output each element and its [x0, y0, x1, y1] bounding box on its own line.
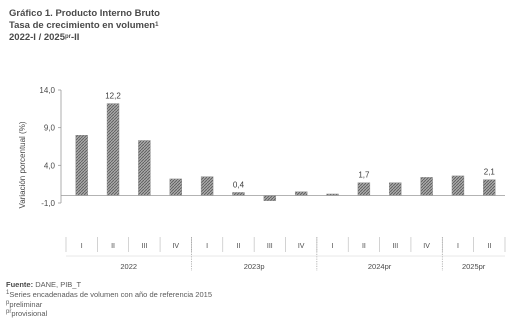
x-tick-label: I — [332, 243, 334, 250]
x-tick-label: IV — [172, 243, 179, 250]
bar — [483, 179, 496, 196]
x-tick-label: IV — [423, 243, 430, 250]
x-tick-label: I — [81, 243, 83, 250]
y-tick-label: 14,0 — [39, 86, 55, 95]
bar — [263, 195, 277, 201]
bar — [75, 134, 88, 196]
bar — [420, 177, 433, 196]
footnote-series: 1Series encadenadas de volumen con año d… — [6, 289, 212, 299]
y-tick-label: 4,0 — [44, 161, 56, 170]
x-tick-label: IV — [298, 243, 305, 250]
x-group-label: 2025pr — [462, 262, 486, 271]
y-tick-label: -1,0 — [41, 199, 55, 208]
bar — [200, 176, 214, 196]
chart-title-block: Gráfico 1. Producto Interno Bruto Tasa d… — [9, 8, 160, 44]
bar — [106, 103, 120, 196]
x-tick-label: II — [362, 243, 366, 250]
chart-subtitle: Tasa de crecimiento en volumen1 — [9, 20, 159, 31]
data-label: 1,7 — [358, 171, 370, 180]
bar — [138, 140, 151, 196]
x-tick-label: II — [237, 243, 241, 250]
x-tick-label: II — [487, 243, 491, 250]
chart-period: 2022-I / 2025pr-II — [9, 32, 80, 43]
x-tick-label: III — [267, 243, 273, 250]
footnote-provisional: prprovisional — [6, 309, 48, 319]
bar — [169, 178, 182, 196]
y-tick-label: 9,0 — [44, 124, 56, 133]
x-group-label: 2023p — [244, 262, 265, 271]
x-tick-label: II — [111, 243, 115, 250]
x-tick-label: III — [141, 243, 147, 250]
subtitle-footnote-mark: 1 — [155, 22, 159, 28]
source-note: Fuente: DANE, PIB_T — [6, 280, 82, 289]
x-tick-label: III — [392, 243, 398, 250]
footnotes: Fuente: DANE, PIB_T 1Series encadenadas … — [6, 280, 212, 319]
bar — [232, 192, 245, 196]
y-axis-title: Variación porcentual (%) — [18, 121, 27, 208]
chart-title: Gráfico 1. Producto Interno Bruto — [9, 8, 160, 19]
x-group-label: 2024pr — [368, 262, 392, 271]
data-label: 12,2 — [105, 92, 121, 101]
data-label: 0,4 — [233, 180, 245, 189]
bar — [389, 182, 402, 196]
period-footnote-mark: pr — [65, 34, 71, 40]
bar-chart: 14,09,04,0-1,0 I II III IV I II III IV I II III IV I… — [18, 86, 506, 271]
x-tick-label: I — [457, 243, 459, 250]
bar — [294, 191, 308, 196]
data-label: 2,1 — [484, 168, 496, 177]
footnote-preliminar: ppreliminar — [6, 299, 43, 309]
x-group-label: 2022 — [120, 262, 137, 271]
x-tick-label: I — [206, 243, 208, 250]
bar — [451, 175, 465, 196]
bar — [357, 182, 371, 196]
